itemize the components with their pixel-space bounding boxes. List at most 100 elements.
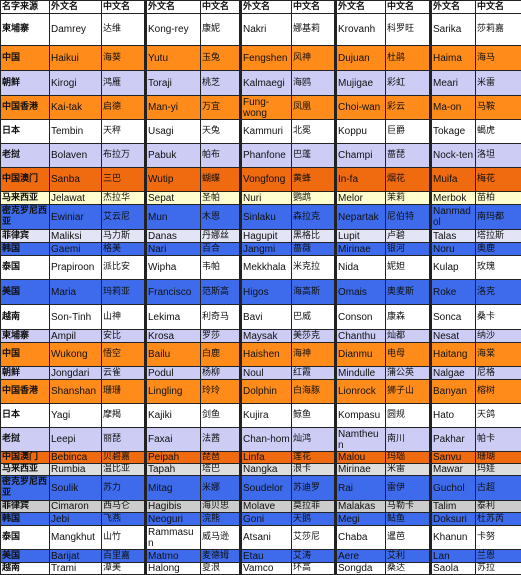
foreign-name-cell: Hato bbox=[431, 404, 476, 428]
row-country-label: 菲律宾 bbox=[1, 501, 50, 513]
foreign-name-cell: Meari bbox=[431, 71, 476, 96]
chinese-name-cell: 纳沙 bbox=[476, 330, 521, 343]
chinese-name-cell: 南川 bbox=[386, 428, 431, 452]
chinese-name-cell: 烟花 bbox=[386, 168, 431, 192]
header-chinese-name: 中文名 bbox=[386, 1, 431, 14]
chinese-name-cell: 巴威 bbox=[292, 305, 336, 330]
foreign-name-cell: Mun bbox=[146, 205, 201, 230]
foreign-name-cell: Haima bbox=[431, 46, 476, 71]
foreign-name-cell: Mangkhut bbox=[50, 526, 102, 550]
row-country-label: 柬埔寨 bbox=[1, 14, 50, 46]
chinese-name-cell: 蔷薇 bbox=[292, 243, 336, 256]
foreign-name-cell: Doksuri bbox=[431, 513, 476, 526]
foreign-name-cell: Merbok bbox=[431, 192, 476, 205]
foreign-name-cell: Kai-tak bbox=[50, 96, 102, 120]
row-country-label: 密克罗尼西亚 bbox=[1, 205, 50, 230]
chinese-name-cell: 莫拉菲 bbox=[292, 501, 336, 513]
foreign-name-cell: Cimaron bbox=[50, 501, 102, 513]
row-country-label: 马来西亚 bbox=[1, 464, 50, 476]
foreign-name-cell: Noru bbox=[431, 243, 476, 256]
chinese-name-cell: 康森 bbox=[386, 305, 431, 330]
chinese-name-cell: 范斯高 bbox=[201, 280, 241, 305]
chinese-name-cell: 鲇鱼 bbox=[386, 513, 431, 526]
foreign-name-cell: Choi-wan bbox=[336, 96, 386, 120]
foreign-name-cell: Haishen bbox=[241, 343, 292, 367]
foreign-name-cell: Bavi bbox=[241, 305, 292, 330]
foreign-name-cell: Maliksi bbox=[50, 230, 102, 243]
foreign-name-cell: Champi bbox=[336, 144, 386, 168]
row-country-label: 韩国 bbox=[1, 243, 50, 256]
foreign-name-cell: Haikui bbox=[50, 46, 102, 71]
chinese-name-cell: 马力斯 bbox=[102, 230, 146, 243]
foreign-name-cell: Talas bbox=[431, 230, 476, 243]
foreign-name-cell: Melor bbox=[336, 192, 386, 205]
foreign-name-cell: Soulik bbox=[50, 476, 102, 501]
chinese-name-cell: 桑卡 bbox=[476, 305, 521, 330]
foreign-name-cell: Atsani bbox=[241, 526, 292, 550]
chinese-name-cell: 银河 bbox=[386, 243, 431, 256]
foreign-name-cell: Nangka bbox=[241, 464, 292, 476]
foreign-name-cell: Gaemi bbox=[50, 243, 102, 256]
chinese-name-cell: 白鹿 bbox=[201, 343, 241, 367]
chinese-name-cell: 悟空 bbox=[102, 343, 146, 367]
chinese-name-cell: 鲸鱼 bbox=[292, 404, 336, 428]
foreign-name-cell: Nuri bbox=[241, 192, 292, 205]
chinese-name-cell: 珊瑚 bbox=[476, 452, 521, 464]
row-country-label: 中国香港 bbox=[1, 96, 50, 120]
row-country-label: 韩国 bbox=[1, 513, 50, 526]
chinese-name-cell: 苏迪罗 bbox=[292, 476, 336, 501]
foreign-name-cell: Vongfong bbox=[241, 168, 292, 192]
chinese-name-cell: 海鸥 bbox=[292, 71, 336, 96]
chinese-name-cell: 韦帕 bbox=[201, 256, 241, 280]
chinese-name-cell: 兰恩 bbox=[476, 550, 521, 563]
chinese-name-cell: 雷伊 bbox=[386, 476, 431, 501]
chinese-name-cell: 珊珊 bbox=[102, 380, 146, 404]
header-chinese-name: 中文名 bbox=[201, 1, 241, 14]
chinese-name-cell: 彩云 bbox=[386, 96, 431, 120]
chinese-name-cell: 海贝思 bbox=[201, 501, 241, 513]
chinese-name-cell: 海葵 bbox=[102, 46, 146, 71]
chinese-name-cell: 茉莉 bbox=[386, 192, 431, 205]
foreign-name-cell: Kong-rey bbox=[146, 14, 201, 46]
chinese-name-cell: 百里嘉 bbox=[102, 550, 146, 563]
foreign-name-cell: Trami bbox=[50, 563, 102, 575]
chinese-name-cell: 三巴 bbox=[102, 168, 146, 192]
chinese-name-cell: 狮子山 bbox=[386, 380, 431, 404]
foreign-name-cell: Maysak bbox=[241, 330, 292, 343]
foreign-name-cell: Leepi bbox=[50, 428, 102, 452]
foreign-name-cell: Tapah bbox=[146, 464, 201, 476]
header-row: 名字来源外文名中文名外文名中文名外文名中文名外文名中文名外文名中文名 bbox=[1, 1, 521, 14]
foreign-name-cell: Hagibis bbox=[146, 501, 201, 513]
foreign-name-cell: Sinlaku bbox=[241, 205, 292, 230]
chinese-name-cell: 天兔 bbox=[201, 120, 241, 144]
chinese-name-cell: 罗莎 bbox=[201, 330, 241, 343]
foreign-name-cell: Chanthu bbox=[336, 330, 386, 343]
row-country-label: 中国澳门 bbox=[1, 168, 50, 192]
chinese-name-cell: 派比安 bbox=[102, 256, 146, 280]
chinese-name-cell: 桑达 bbox=[386, 563, 431, 575]
chinese-name-cell: 艾利 bbox=[386, 550, 431, 563]
chinese-name-cell: 浣熊 bbox=[201, 513, 241, 526]
foreign-name-cell: Kujira bbox=[241, 404, 292, 428]
chinese-name-cell: 利奇马 bbox=[201, 305, 241, 330]
chinese-name-cell: 黑格比 bbox=[292, 230, 336, 243]
foreign-name-cell: Chaba bbox=[336, 526, 386, 550]
chinese-name-cell: 北冕 bbox=[292, 120, 336, 144]
chinese-name-cell: 美莎克 bbox=[292, 330, 336, 343]
foreign-name-cell: Krosa bbox=[146, 330, 201, 343]
foreign-name-cell: Dolphin bbox=[241, 380, 292, 404]
foreign-name-cell: Nepartak bbox=[336, 205, 386, 230]
chinese-name-cell: 摩羯 bbox=[102, 404, 146, 428]
row-country-label: 美国 bbox=[1, 280, 50, 305]
row-country-label: 越南 bbox=[1, 305, 50, 330]
foreign-name-cell: Fengshen bbox=[241, 46, 292, 71]
foreign-name-cell: Sepat bbox=[146, 192, 201, 205]
foreign-name-cell: Damrey bbox=[50, 14, 102, 46]
